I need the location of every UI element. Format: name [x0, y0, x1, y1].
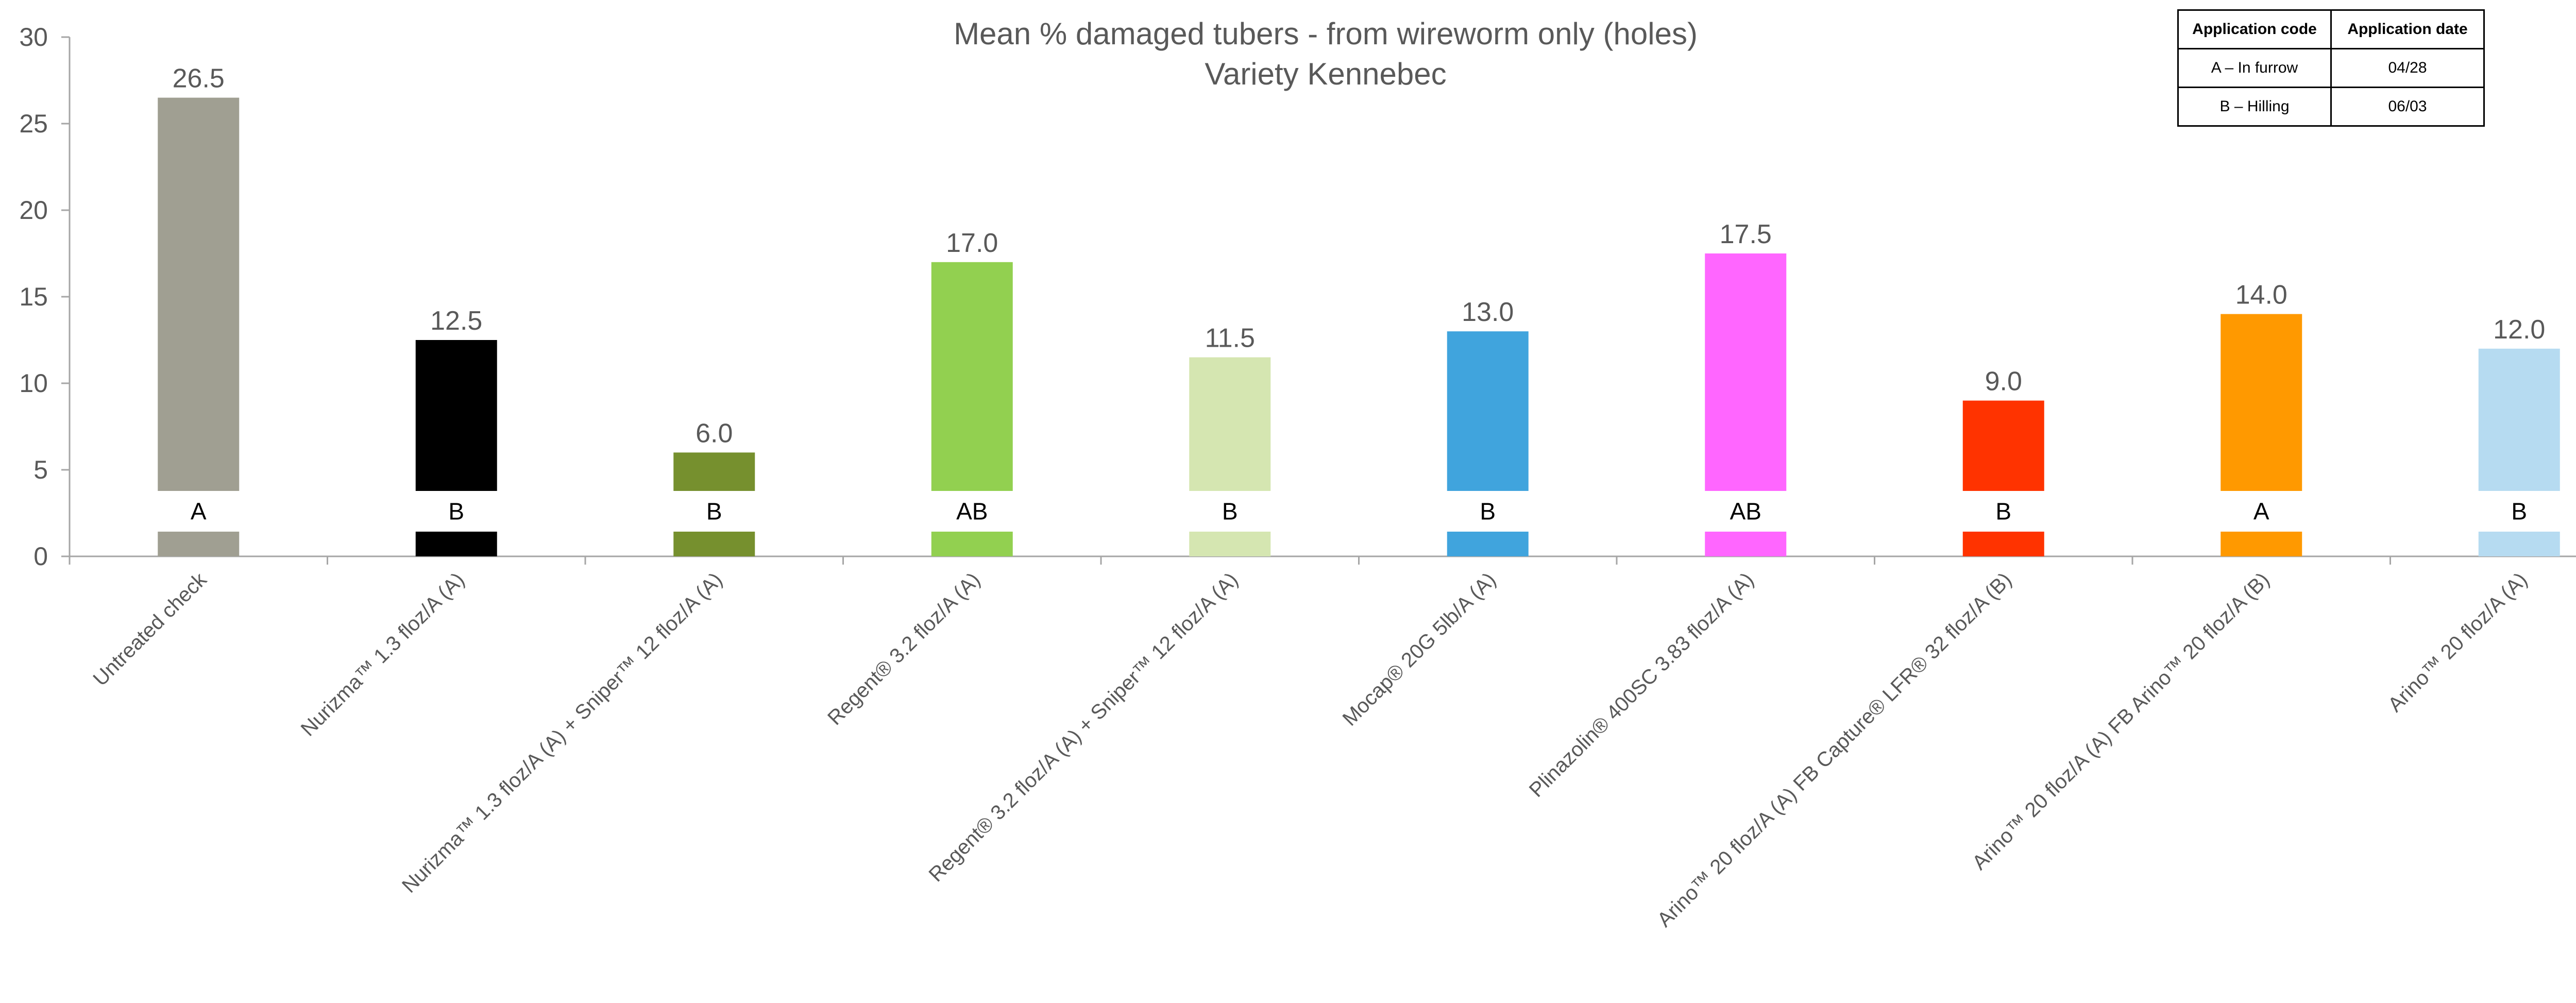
bar-base — [673, 532, 755, 556]
data-label: 11.5 — [1205, 324, 1255, 353]
data-label: 26.5 — [173, 64, 225, 94]
bar — [1189, 357, 1271, 491]
data-label: 17.0 — [946, 228, 998, 258]
application-code-table: Application code Application date A – In… — [2177, 9, 2485, 127]
bar-base — [1705, 532, 1787, 556]
value-labels: 26.5 12.5 6.0 17.0 11.5 13.0 17.5 9.0 14.0 12.0 — [173, 64, 2546, 449]
bar-base — [2478, 532, 2560, 556]
significance-letter: A — [191, 498, 207, 525]
table-row: A – In furrow 04/28 — [2177, 48, 2485, 88]
category-label: Arino™ 20 floz/A (A) — [2384, 568, 2532, 716]
category-label: Nurizma™ 1.3 floz/A (A) + Sniper™ 12 flo… — [398, 568, 727, 897]
bar — [673, 452, 755, 491]
category-label: Mocap® 20G 5lb/A (A) — [1338, 568, 1500, 730]
significance-letter: B — [2511, 498, 2527, 525]
y-tick-label: 25 — [19, 109, 48, 138]
data-label: 14.0 — [2235, 280, 2287, 310]
bar — [2221, 314, 2302, 491]
data-label: 12.0 — [2493, 315, 2545, 345]
bar — [931, 262, 1013, 491]
y-tick-label: 30 — [19, 23, 48, 52]
chart-title: Mean % damaged tubers - from wireworm on… — [954, 16, 1698, 51]
bar-base — [2221, 532, 2302, 556]
significance-letter: AB — [956, 498, 988, 525]
significance-letter: B — [1222, 498, 1238, 525]
data-label: 9.0 — [1985, 367, 2022, 397]
bar-base — [1962, 532, 2044, 556]
bar-base — [415, 532, 497, 556]
category-labels: Untreated check Nurizma™ 1.3 floz/A (A)Nu… — [89, 568, 2532, 931]
bar-base — [1189, 532, 1271, 556]
table-header-date: Application date — [2330, 9, 2485, 49]
x-axis — [69, 555, 2576, 565]
significance-letter: AB — [1730, 498, 1761, 525]
bar — [2478, 348, 2560, 491]
bar — [415, 340, 497, 491]
bar-base — [158, 532, 240, 556]
y-tick-label: 0 — [33, 542, 48, 571]
table-cell-code: B – Hilling — [2177, 87, 2332, 127]
category-label: Regent® 3.2 floz/A (A) — [823, 568, 985, 729]
significance-letter: B — [1995, 498, 2011, 525]
significance-letter: B — [1480, 498, 1496, 525]
category-label: Untreated check — [89, 568, 212, 691]
bar — [1447, 331, 1529, 491]
y-tick-label: 10 — [19, 369, 48, 398]
significance-letter: A — [2253, 498, 2269, 525]
data-label: 12.5 — [430, 306, 482, 336]
significance-labels: A B B AB B B AB B A B — [191, 498, 2527, 525]
bar-base — [931, 532, 1013, 556]
data-label: 17.5 — [1720, 219, 1772, 249]
category-label: Plinazolin® 400SC 3.83 floz/A (A) — [1525, 568, 1758, 802]
bars — [158, 97, 2560, 556]
chart-subtitle: Variety Kennebec — [1205, 57, 1446, 91]
table-header-row: Application code Application date — [2177, 9, 2485, 49]
table-cell-date: 06/03 — [2330, 87, 2485, 127]
y-axis: 0 5 10 15 20 25 30 — [19, 23, 71, 571]
table-row: B – Hilling 06/03 — [2177, 87, 2485, 127]
bar — [1962, 400, 2044, 491]
data-label: 13.0 — [1462, 297, 1514, 327]
table-cell-code: A – In furrow — [2177, 48, 2332, 88]
table-cell-date: 04/28 — [2330, 48, 2485, 88]
category-label: Regent® 3.2 floz/A (A) + Sniper™ 12 floz… — [924, 568, 1242, 886]
category-label: Arino™ 20 floz/A (A) FB Arino™ 20 floz/A… — [1968, 568, 2274, 874]
y-tick-label: 5 — [33, 455, 48, 484]
data-label: 6.0 — [696, 418, 733, 448]
table-header-code: Application code — [2177, 9, 2332, 49]
y-tick-label: 15 — [19, 282, 48, 311]
bar — [1705, 253, 1787, 491]
significance-letter: B — [448, 498, 464, 525]
bar-base — [1447, 532, 1529, 556]
significance-letter: B — [706, 498, 722, 525]
bar — [158, 97, 240, 491]
y-tick-label: 20 — [19, 196, 48, 225]
category-label: Nurizma™ 1.3 floz/A (A) — [297, 568, 469, 740]
